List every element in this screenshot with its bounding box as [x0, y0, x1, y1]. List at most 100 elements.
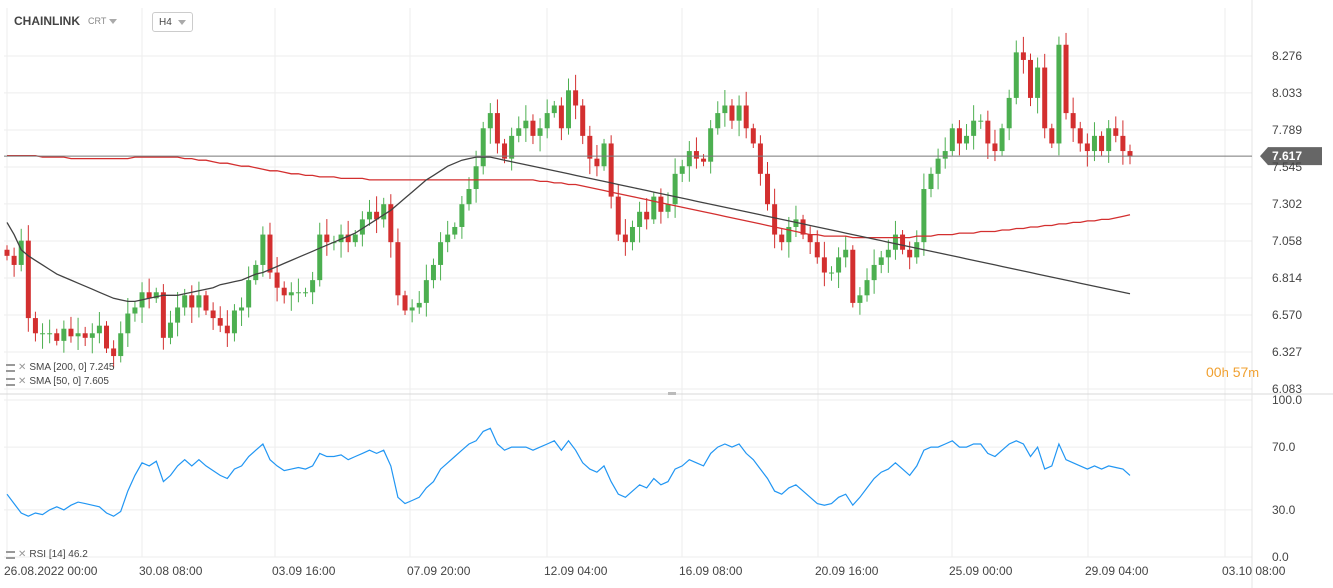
- candle-body: [864, 280, 870, 296]
- candle-body: [160, 292, 166, 338]
- candle-body: [992, 143, 998, 152]
- candle-body: [779, 234, 785, 243]
- candle-body: [1042, 67, 1048, 129]
- market-label: CRT: [88, 16, 107, 26]
- candle-body: [523, 120, 529, 129]
- candle-body: [629, 226, 635, 243]
- time-tick-label: 12.09 04:00: [544, 564, 608, 578]
- candle-body: [1077, 128, 1083, 144]
- candle-body: [445, 234, 451, 243]
- close-icon[interactable]: ✕: [18, 549, 27, 560]
- candle-body: [196, 295, 202, 308]
- candle-body: [480, 128, 486, 167]
- candle-body: [1013, 52, 1019, 98]
- candle-body: [18, 240, 24, 265]
- candle-body: [544, 113, 550, 129]
- candle-body: [708, 128, 714, 162]
- candle-body: [665, 204, 671, 212]
- instrument-header: CHAINLINK CRT: [14, 12, 118, 30]
- timeframe-label: H4: [159, 16, 172, 28]
- sma200-label: SMA [200, 0] 7.245: [29, 362, 115, 373]
- candle-body: [821, 257, 827, 273]
- candle-body: [814, 242, 820, 258]
- sma200-legend[interactable]: ✕ SMA [200, 0] 7.245: [6, 362, 114, 373]
- candle-body: [82, 333, 88, 338]
- candle-body: [1056, 44, 1062, 144]
- candle-body: [637, 211, 643, 227]
- market-selector[interactable]: CRT: [88, 16, 118, 26]
- candle-body: [885, 249, 891, 258]
- settings-icon[interactable]: [6, 550, 15, 559]
- candle-body: [146, 292, 152, 299]
- close-icon[interactable]: ✕: [18, 362, 27, 373]
- candle-body: [4, 249, 10, 256]
- candle-body: [54, 333, 60, 341]
- time-tick-label: 16.09 08:00: [679, 564, 743, 578]
- candle-body: [303, 292, 309, 294]
- candle-body: [828, 272, 834, 274]
- candle-body: [189, 295, 195, 308]
- time-tick-label: 07.09 20:00: [407, 564, 471, 578]
- close-icon[interactable]: ✕: [18, 376, 27, 387]
- rsi-tick-label: 30.0: [1272, 503, 1296, 517]
- settings-icon[interactable]: [6, 363, 15, 372]
- candle-body: [1120, 135, 1126, 152]
- candle-body: [985, 120, 991, 144]
- candle-body: [47, 333, 53, 335]
- sma200-line: [7, 154, 1131, 239]
- candle-body: [430, 264, 436, 281]
- candle-body: [40, 333, 46, 335]
- candle-body: [381, 204, 387, 220]
- candle-body: [388, 204, 394, 243]
- candle-body: [608, 143, 614, 197]
- candle-body: [715, 113, 721, 129]
- candle-body: [25, 240, 31, 319]
- candle-body: [111, 348, 117, 357]
- timer-hours-unit: h: [1221, 365, 1229, 380]
- candle-body: [672, 173, 678, 205]
- candle-body: [32, 318, 38, 334]
- candle-body: [516, 128, 522, 136]
- settings-icon[interactable]: [6, 377, 15, 386]
- candle-body: [658, 196, 664, 212]
- candle-body: [11, 255, 17, 265]
- price-tick-label: 7.789: [1272, 123, 1302, 137]
- candle-body: [253, 264, 259, 281]
- candle-body: [793, 219, 799, 227]
- candle-body: [573, 90, 579, 106]
- candle-body: [502, 143, 508, 159]
- price-tick-label: 8.033: [1272, 86, 1302, 100]
- candle-body: [1063, 44, 1069, 114]
- candle-body: [551, 105, 557, 114]
- candle-body: [231, 310, 237, 334]
- rsi-tick-label: 70.0: [1272, 440, 1296, 454]
- candle-body: [267, 234, 273, 273]
- rsi-line: [6, 427, 1131, 517]
- sma50-label: SMA [50, 0] 7.605: [29, 376, 109, 387]
- candle-body: [118, 333, 124, 357]
- timer-minutes-unit: m: [1248, 365, 1260, 380]
- candle-body: [765, 173, 771, 205]
- candle-body: [175, 307, 181, 323]
- sma50-legend[interactable]: ✕ SMA [50, 0] 7.605: [6, 376, 109, 387]
- timeframe-selector[interactable]: H4: [152, 12, 193, 32]
- candle-body: [96, 325, 102, 334]
- candle-body: [89, 333, 95, 338]
- rsi-tick-label: 0.0: [1272, 550, 1289, 564]
- candle-body: [317, 234, 323, 281]
- candle-body: [971, 120, 977, 136]
- candle-body: [274, 272, 280, 288]
- candle-body: [423, 280, 429, 303]
- candle-body: [928, 173, 934, 190]
- candle-body: [1020, 52, 1026, 60]
- candle-body: [224, 325, 230, 334]
- candle-body: [1027, 59, 1033, 98]
- candle-body: [1099, 135, 1105, 152]
- candle-body: [438, 242, 444, 265]
- price-tick-label: 7.545: [1272, 160, 1302, 174]
- resize-handle-icon[interactable]: [668, 392, 676, 395]
- rsi-legend[interactable]: ✕ RSI [14] 46.2: [6, 549, 88, 560]
- price-tick-label: 7.058: [1272, 234, 1302, 248]
- candle-body: [537, 128, 543, 136]
